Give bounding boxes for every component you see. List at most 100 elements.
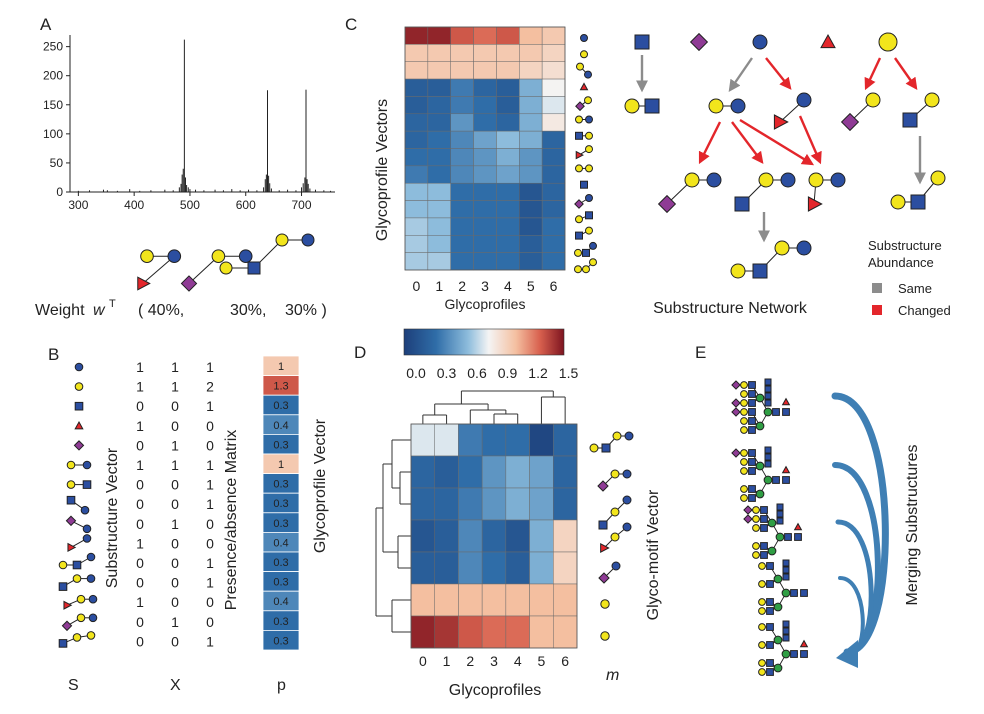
heatmap-c-cell <box>519 252 543 271</box>
blue-circle-icon <box>88 613 98 623</box>
glcnac-square-icon <box>764 460 772 468</box>
glcnac-square-icon <box>66 495 76 505</box>
galactose-circle-icon <box>219 261 233 275</box>
changed-arrow <box>894 57 918 90</box>
heatmap-c-cell <box>450 235 474 253</box>
glcnac-square-icon <box>800 650 808 658</box>
row-glycan <box>575 96 592 112</box>
galactose-circle-icon <box>930 170 946 186</box>
blue-circle-icon <box>589 241 597 250</box>
galactose-circle-icon <box>585 164 593 173</box>
legend-changed-label: Changed <box>898 303 951 318</box>
galactose-circle-icon <box>808 172 824 188</box>
substructure-glycan <box>58 631 96 648</box>
heatmap-c-cell <box>541 78 566 97</box>
galactose-circle-icon <box>585 145 593 154</box>
heatmap-d-cell <box>458 583 483 617</box>
glcnac-square-icon <box>766 580 774 588</box>
heatmap-d-cell <box>481 423 507 457</box>
heatmap-c-cell <box>519 44 543 62</box>
galactose-circle-icon <box>758 659 766 667</box>
glcnac-square-icon <box>782 573 790 581</box>
galactose-circle-icon <box>740 408 748 416</box>
galactose-circle-icon <box>758 623 766 631</box>
mannose-circle-icon <box>767 518 777 528</box>
heatmap-d-cell <box>434 455 459 489</box>
glcnac-square-icon <box>58 582 68 591</box>
glcnac-square-icon <box>772 476 780 484</box>
heatmap-c-tick-label: 6 <box>550 278 558 294</box>
glcnac-square-icon <box>634 34 650 50</box>
matrix-cell: 0 <box>206 437 214 453</box>
galactose-circle-icon <box>740 426 748 434</box>
panel-c-letter: C <box>345 15 357 34</box>
galactose-circle-icon <box>758 562 766 570</box>
heatmap-c-cell <box>404 96 429 115</box>
blue-circle-icon <box>622 469 632 479</box>
row-glycan <box>580 34 588 42</box>
x-tick-label: 400 <box>124 198 144 212</box>
glcnac-square-icon <box>764 399 772 407</box>
merge-arrow <box>838 576 865 654</box>
glcnac-square-icon <box>794 533 802 541</box>
galactose-circle-icon <box>740 494 748 502</box>
substructure-glycan <box>61 613 98 632</box>
heatmap-c-cell <box>450 148 474 167</box>
glcnac-square-icon <box>800 589 808 597</box>
heatmap-c-cell <box>541 44 566 62</box>
glcnac-square-icon <box>748 458 756 466</box>
heatmap-c-xlabel: Glycoprofiles <box>445 296 526 312</box>
glycan-a-3 <box>219 233 315 275</box>
colorbar-tick-label: 1.5 <box>559 365 579 381</box>
heatmap-c-cell <box>427 235 451 253</box>
net-glycan-gal-glcnac <box>624 98 660 114</box>
heatmap-c-cell <box>427 113 451 132</box>
colorbar-ticks: 0.0 0.3 0.6 0.9 1.2 1.5 <box>406 365 578 381</box>
glcnac-square-icon <box>748 390 756 398</box>
matrix-cell: 0 <box>136 633 144 649</box>
heatmap-c-cell <box>404 148 429 167</box>
glcnac-square-icon <box>760 542 768 550</box>
colorbar: 0.0 0.3 0.6 0.9 1.2 1.5 <box>403 328 578 381</box>
same-arrow <box>728 57 753 92</box>
n-glycan-structure <box>743 503 803 559</box>
row-glycan <box>579 82 589 91</box>
glcnac-square-icon <box>575 131 583 140</box>
net-glycan-sia-gal-glc <box>657 172 722 214</box>
mannose-circle-icon <box>755 421 765 431</box>
abundance-legend: Substructure Abundance Same Changed <box>868 238 951 318</box>
matrix-cell: 0 <box>171 477 179 493</box>
blue-circle-icon <box>167 249 182 264</box>
galactose-circle-icon <box>585 131 593 140</box>
motif-glycan <box>589 431 634 453</box>
heatmap-c-cell <box>450 252 474 271</box>
galactose-circle-icon <box>865 92 881 108</box>
heatmap-c-cell <box>473 148 497 167</box>
neu5ac-diamond-icon <box>731 398 741 408</box>
glcnac-square-icon <box>734 196 750 212</box>
glycosidic-bond <box>142 255 175 284</box>
galactose-circle-icon <box>582 265 590 274</box>
matrix-cell: 0 <box>136 555 144 571</box>
fucose-triangle-icon <box>820 33 836 49</box>
galactose-circle-icon <box>610 507 620 517</box>
substructure-glycan <box>66 495 90 515</box>
glcnac-square-icon <box>776 517 784 525</box>
heatmap-c-cell <box>541 252 566 271</box>
heatmap-c-tick-label: 3 <box>481 278 489 294</box>
galactose-circle-icon <box>76 613 86 623</box>
glycan-a-2 <box>180 249 253 292</box>
heatmap-d-tick-label: 4 <box>514 653 522 669</box>
heatmap-c-cell <box>473 252 497 271</box>
heatmap-d-cell <box>505 423 530 457</box>
galactose-circle-icon <box>72 574 82 583</box>
galactose-circle-icon <box>740 458 748 466</box>
heatmap-d-cell <box>434 583 459 617</box>
colorbar-tick-label: 0.9 <box>498 365 518 381</box>
panel-e-letter: E <box>695 343 706 362</box>
heatmap-d-cell <box>529 583 554 617</box>
x-label-p: p <box>277 677 286 694</box>
n-glycan-structure <box>731 446 791 502</box>
mannose-circle-icon <box>775 532 785 542</box>
heatmap-c-cell <box>404 113 429 132</box>
